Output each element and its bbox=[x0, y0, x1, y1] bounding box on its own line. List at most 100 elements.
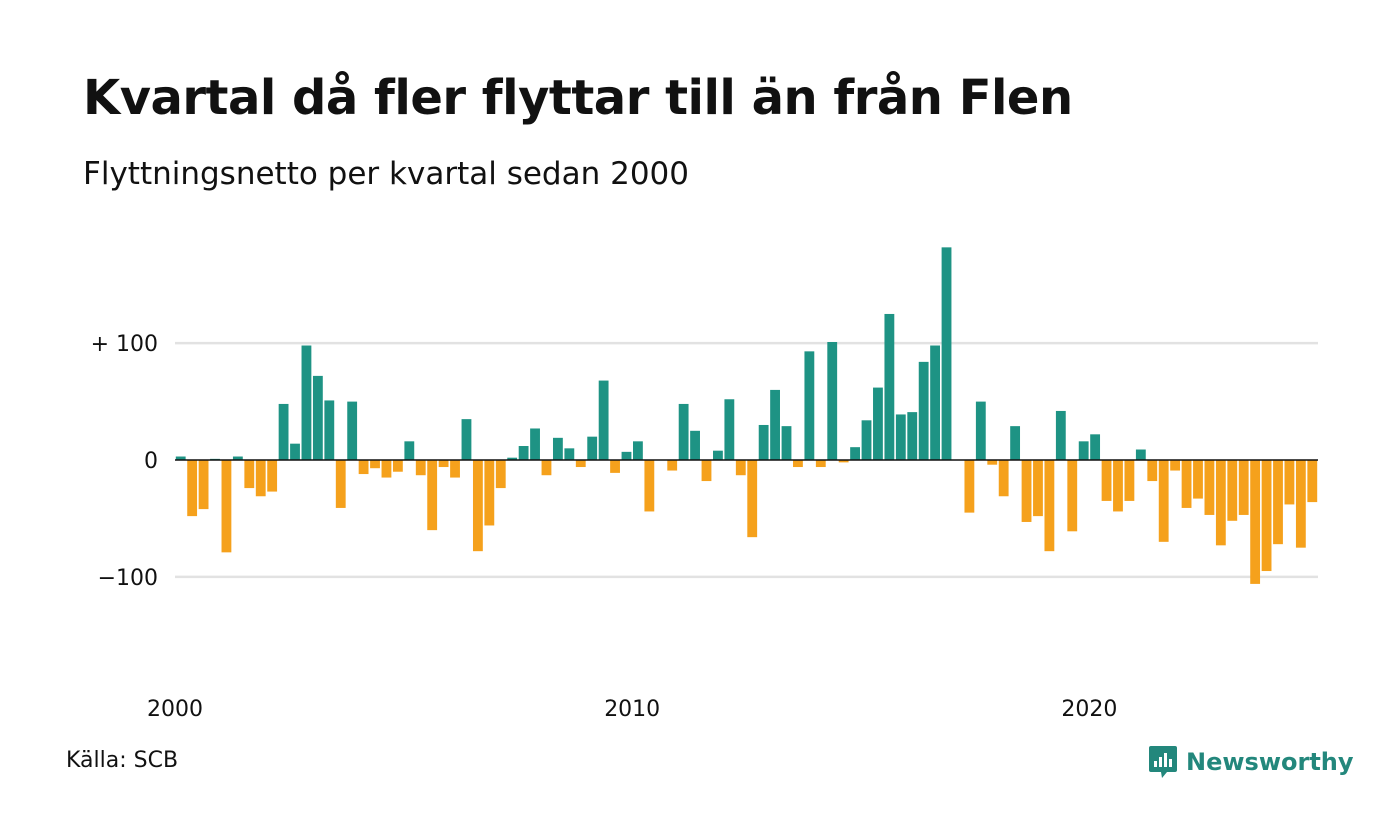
bar bbox=[1113, 460, 1123, 512]
bar bbox=[335, 460, 346, 508]
y-tick-label: + 100 bbox=[91, 332, 158, 357]
bar bbox=[552, 437, 563, 461]
bar bbox=[221, 460, 232, 553]
bar bbox=[644, 460, 655, 512]
bar bbox=[450, 460, 460, 478]
bar bbox=[495, 460, 506, 489]
bar-chart: + 100 0 −100 2000 2010 2020 bbox=[91, 247, 1318, 722]
bar bbox=[255, 460, 266, 497]
bar bbox=[975, 401, 986, 461]
bar bbox=[815, 460, 826, 468]
bar bbox=[838, 460, 849, 463]
bars bbox=[175, 247, 1318, 584]
bar bbox=[278, 403, 289, 461]
bar bbox=[244, 460, 255, 489]
bar bbox=[175, 456, 186, 461]
bar bbox=[1170, 460, 1181, 471]
bar bbox=[1238, 460, 1249, 515]
bar bbox=[587, 436, 598, 461]
bar bbox=[930, 345, 941, 461]
bar bbox=[232, 456, 243, 461]
y-axis-labels: + 100 0 −100 bbox=[91, 332, 158, 591]
bar bbox=[758, 424, 769, 461]
newsworthy-logo-icon bbox=[1149, 746, 1177, 778]
bar bbox=[290, 443, 300, 461]
bar bbox=[1273, 460, 1283, 545]
bar bbox=[438, 460, 449, 468]
y-tick-label: 0 bbox=[144, 449, 158, 474]
bar bbox=[1135, 449, 1146, 461]
bar bbox=[484, 460, 495, 526]
bar bbox=[804, 351, 815, 461]
source-label: Källa: SCB bbox=[66, 748, 179, 773]
bar bbox=[918, 361, 929, 461]
bar bbox=[1295, 460, 1306, 548]
bar bbox=[781, 426, 792, 461]
bar bbox=[713, 450, 723, 461]
bar bbox=[667, 460, 678, 471]
y-tick-label: −100 bbox=[98, 566, 158, 591]
chart-subtitle: Flyttningsnetto per kvartal sedan 2000 bbox=[83, 156, 689, 192]
bar bbox=[1250, 460, 1261, 584]
bar bbox=[347, 401, 358, 461]
bar bbox=[850, 447, 860, 461]
bar bbox=[415, 460, 426, 476]
bar bbox=[735, 460, 746, 476]
x-tick-label: 2010 bbox=[604, 697, 660, 722]
bar bbox=[1021, 460, 1032, 522]
bar bbox=[1044, 460, 1055, 552]
bar bbox=[1147, 460, 1158, 482]
bar bbox=[461, 419, 472, 461]
bar bbox=[701, 460, 712, 482]
chart-title: Kvartal då fler flyttar till än från Fle… bbox=[83, 70, 1073, 126]
bar bbox=[541, 460, 552, 476]
bar bbox=[827, 342, 838, 461]
bar bbox=[472, 460, 483, 552]
bar bbox=[724, 399, 735, 461]
brand-logo[interactable]: Newsworthy bbox=[1148, 742, 1354, 782]
bar bbox=[575, 460, 586, 468]
bar bbox=[598, 380, 609, 461]
bar bbox=[1055, 410, 1066, 461]
bar bbox=[861, 420, 872, 461]
bar bbox=[793, 460, 803, 468]
bar bbox=[564, 448, 575, 461]
bar bbox=[690, 430, 700, 461]
x-tick-label: 2020 bbox=[1061, 697, 1117, 722]
bar bbox=[1124, 460, 1135, 501]
bar bbox=[1204, 460, 1215, 515]
bar bbox=[1284, 460, 1295, 505]
bar bbox=[1193, 460, 1203, 499]
bar bbox=[873, 387, 883, 461]
bar bbox=[427, 460, 438, 531]
bar bbox=[381, 460, 392, 478]
bar bbox=[610, 460, 620, 473]
bar bbox=[1010, 426, 1021, 461]
bar bbox=[633, 441, 643, 461]
bar bbox=[1101, 460, 1112, 501]
bar bbox=[267, 460, 278, 492]
bar bbox=[964, 460, 975, 513]
bar bbox=[530, 428, 540, 461]
bar bbox=[312, 375, 323, 461]
bar bbox=[198, 460, 209, 510]
bar bbox=[907, 412, 918, 461]
x-tick-label: 2000 bbox=[147, 697, 203, 722]
bar bbox=[370, 460, 380, 469]
bar bbox=[987, 460, 998, 465]
bar bbox=[1158, 460, 1169, 542]
bar bbox=[1215, 460, 1226, 546]
bar bbox=[621, 451, 632, 461]
bar bbox=[1181, 460, 1192, 508]
bar bbox=[1033, 460, 1043, 517]
bar bbox=[895, 414, 906, 461]
bar bbox=[770, 389, 780, 461]
brand-name: Newsworthy bbox=[1186, 748, 1354, 776]
bar bbox=[1090, 434, 1101, 461]
bar bbox=[1078, 441, 1089, 461]
bar bbox=[1067, 460, 1078, 532]
bar bbox=[187, 460, 198, 517]
bar bbox=[884, 313, 895, 461]
x-axis-labels: 2000 2010 2020 bbox=[147, 697, 1117, 722]
bar bbox=[518, 446, 529, 461]
